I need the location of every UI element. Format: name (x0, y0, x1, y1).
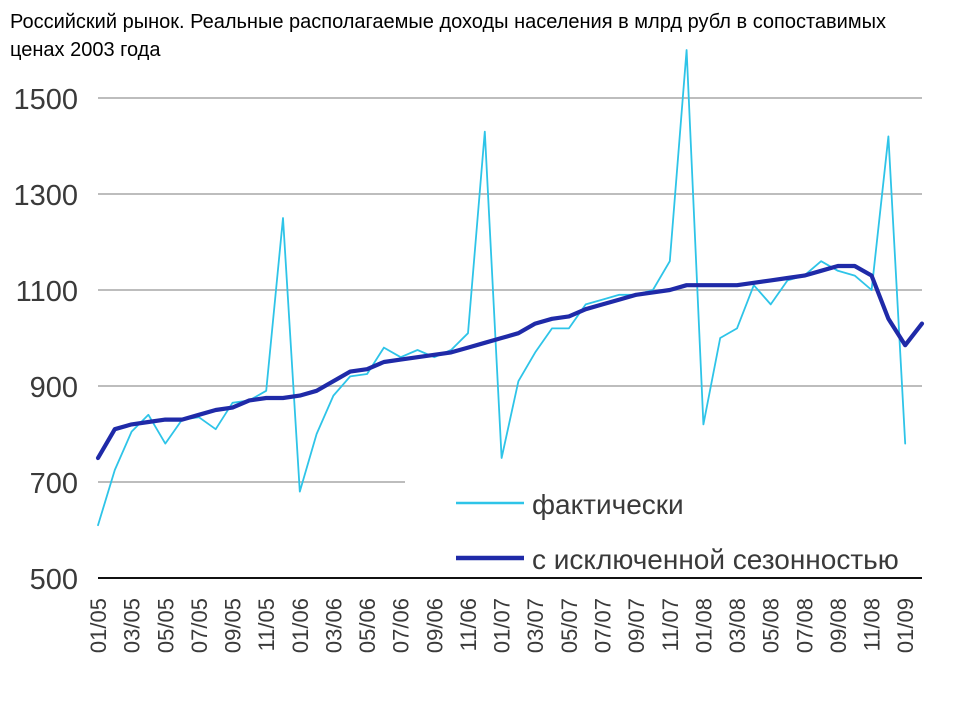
x-tick-label: 07/05 (187, 598, 212, 653)
x-tick-label: 07/07 (590, 598, 615, 653)
x-tick-label: 01/08 (691, 598, 716, 653)
x-tick-label: 01/06 (288, 598, 313, 653)
y-tick-label: 1100 (16, 276, 78, 308)
x-tick-label: 05/06 (355, 598, 380, 653)
y-tick-label: 1300 (13, 180, 78, 212)
x-tick-label: 09/07 (624, 598, 649, 653)
x-tick-label: 05/08 (759, 598, 784, 653)
x-tick-label: 01/05 (86, 598, 111, 653)
x-tick-label: 11/07 (658, 598, 683, 651)
chart-legend: фактически с исключенной сезонностью (456, 489, 899, 575)
x-tick-label: 03/08 (725, 598, 750, 653)
legend-label-actual: фактически (532, 489, 684, 520)
x-tick-label: 09/08 (826, 598, 851, 653)
x-tick-label: 03/05 (120, 598, 145, 653)
x-tick-label: 11/05 (254, 598, 279, 651)
y-tick-label: 1500 (13, 84, 78, 116)
x-tick-label: 03/07 (523, 598, 548, 653)
series-line-seasonally-adjusted (95, 263, 925, 461)
x-tick-label: 09/05 (221, 598, 246, 653)
legend-label-seasonal: с исключенной сезонностью (532, 544, 899, 575)
x-tick-label: 03/06 (321, 598, 346, 653)
x-tick-label: 09/06 (422, 598, 447, 653)
x-tick-label: 11/08 (860, 598, 885, 651)
chart-series (95, 49, 925, 527)
x-tick-label: 01/07 (490, 598, 515, 653)
y-tick-label: 700 (30, 468, 78, 500)
page-title: Российский рынок. Реальные располагаемые… (10, 11, 886, 61)
x-tick-label: 05/07 (557, 598, 582, 653)
x-axis: 01/05 03/05 05/05 07/05 09/05 11/05 01/06 03/06… (86, 598, 918, 653)
y-tick-label: 900 (30, 372, 78, 404)
x-tick-label: 07/06 (389, 598, 414, 653)
y-axis: 500 700 900 1100 1300 1500 (13, 84, 78, 596)
x-tick-label: 07/08 (792, 598, 817, 653)
y-tick-label: 500 (30, 564, 78, 596)
x-tick-label: 05/05 (153, 598, 178, 653)
chart-gridlines (98, 97, 922, 579)
x-tick-label: 11/06 (456, 598, 481, 651)
series-line-actual (97, 49, 907, 527)
x-tick-label: 01/09 (893, 598, 918, 653)
